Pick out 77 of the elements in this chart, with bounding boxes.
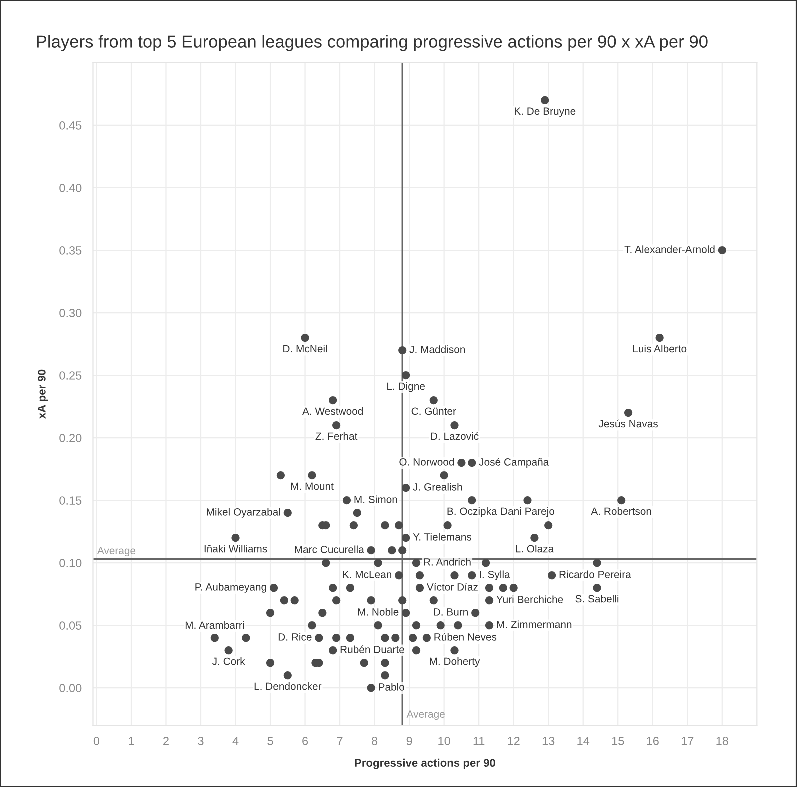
annotation: D. Lazović: [431, 432, 479, 440]
annotation: José Campaña: [479, 458, 550, 468]
x-tick-label: 6: [302, 737, 308, 746]
x-axis-title: Progressive actions per 90: [355, 758, 496, 770]
x-tick-label: 9: [406, 737, 412, 746]
annotation: Z. Ferhat: [316, 432, 358, 440]
annotation: D. Rice: [278, 633, 312, 641]
x-tick-label: 3: [198, 737, 204, 746]
annotation: S. Sabelli: [576, 595, 619, 603]
annotation: Dani Parejo: [501, 508, 555, 518]
annotation: L. Dendoncker: [254, 682, 322, 690]
y-tick-label: 0.35: [60, 246, 82, 255]
annotation: Rúben Neves: [434, 633, 497, 641]
x-tick-label: 2: [164, 737, 169, 746]
annotation: A. Westwood: [302, 407, 364, 416]
annotation: Rubén Duarte: [340, 646, 404, 654]
x-tick-label: 11: [474, 737, 485, 746]
x-tick-label: 18: [716, 737, 728, 746]
y-tick-label: 0.20: [60, 434, 82, 442]
annotation: M. Zimmermann: [497, 620, 572, 628]
annotation: O. Norwood: [400, 458, 454, 466]
annotation: Jesús Navas: [598, 420, 658, 428]
y-tick-label: 0.30: [60, 309, 82, 318]
annotation: P. Aubameyang: [196, 583, 266, 593]
annotation: C. Günter: [412, 408, 456, 416]
annotation: M. Arambarri: [186, 621, 244, 630]
annotation: J. Maddison: [410, 346, 466, 354]
annotation: B. Oczipka: [448, 508, 498, 518]
ref-line-label: Average: [97, 547, 136, 557]
annotation: K. McLean: [343, 571, 392, 578]
annotation: Víctor Díaz: [426, 583, 478, 591]
y-tick-label: 0.05: [60, 622, 82, 630]
annotation: A. Robertson: [591, 508, 652, 516]
x-tick-label: 4: [232, 737, 239, 746]
annotation: Marc Cucurella: [295, 546, 364, 554]
annotation: Yuri Berchiche: [496, 596, 564, 604]
annotation: M. Doherty: [430, 658, 480, 668]
annotation: L. Olaza: [516, 545, 554, 553]
annotation: D. Burn: [434, 608, 468, 616]
chart-title: Players from top 5 European leagues comparing progressive actions per 90 x xA per 90: [37, 35, 708, 52]
x-tick-label: 14: [578, 737, 590, 746]
x-tick-label: 15: [612, 737, 624, 746]
y-tick-label: 0.45: [60, 122, 82, 130]
x-tick-label: 13: [542, 737, 555, 746]
x-tick-label: 17: [682, 737, 694, 746]
ref-line-label: Average: [406, 710, 445, 720]
x-tick-label: 7: [337, 737, 343, 746]
annotation: I. Sylla: [480, 570, 510, 580]
x-tick-label: 10: [438, 737, 450, 746]
annotation: Luis Alberto: [633, 344, 687, 353]
annotation: J. Grealish: [413, 483, 462, 491]
x-tick-label: 5: [268, 737, 274, 746]
y-axis-title: xA per 90: [38, 370, 48, 420]
y-tick-label: 0.25: [60, 372, 82, 380]
x-tick-label: 1: [129, 737, 134, 746]
annotation: Mikel Oyarzabal: [207, 508, 280, 518]
annotation: R. Andrich: [424, 558, 471, 566]
annotation: Pablo: [379, 683, 404, 691]
annotation: Ricardo Pereira: [560, 570, 632, 578]
x-tick-label: 0: [94, 737, 100, 746]
annotation: M. Mount: [291, 482, 334, 490]
y-tick-label: 0.40: [60, 184, 82, 192]
annotation: M. Simon: [354, 496, 398, 504]
annotation: Y. Tielemans: [413, 533, 472, 541]
annotation: D. McNeil: [284, 344, 328, 353]
annotation: K. De Bruyne: [515, 108, 576, 118]
y-tick-label: 0.10: [60, 559, 82, 568]
annotation: J. Cork: [212, 658, 246, 666]
annotation: L. Digne: [388, 382, 426, 392]
x-tick-label: 16: [647, 737, 659, 746]
annotation: T. Alexander-Arnold: [624, 246, 715, 254]
x-tick-label: 12: [508, 737, 520, 746]
y-tick-label: 0.15: [60, 496, 82, 505]
annotation: M. Noble: [358, 608, 399, 616]
x-tick-label: 8: [372, 737, 378, 746]
annotation: Iñaki Williams: [204, 545, 268, 553]
y-tick-label: 0.00: [60, 684, 82, 692]
